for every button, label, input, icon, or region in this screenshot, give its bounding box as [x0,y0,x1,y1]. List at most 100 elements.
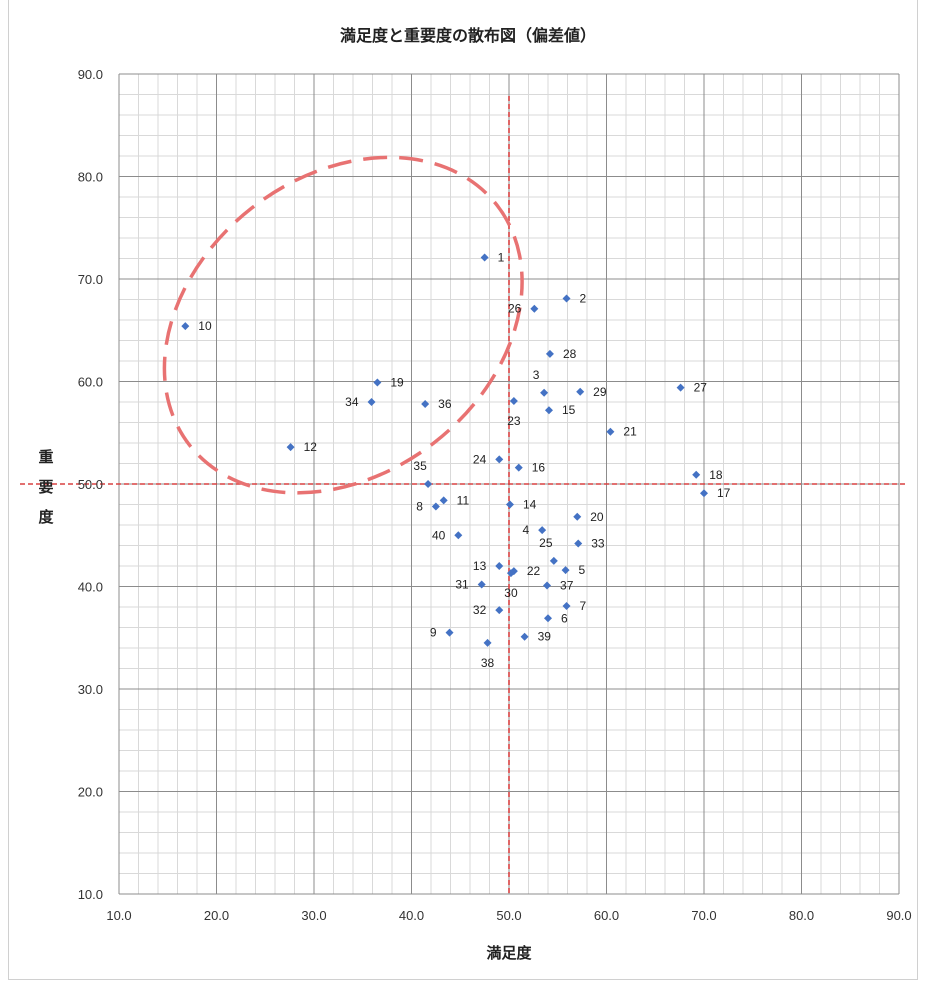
data-point-32 [495,606,504,615]
data-point-25 [549,556,558,565]
data-label-8: 8 [416,500,423,514]
y-axis-title-char: 要 [38,478,53,496]
data-point-34 [367,398,376,406]
data-label-7: 7 [580,599,587,613]
data-label-18: 18 [709,468,723,482]
data-point-12 [286,443,295,452]
data-label-3: 3 [533,368,540,382]
data-point-24 [495,455,504,464]
data-point-11 [439,496,448,505]
data-point-39 [520,632,529,641]
data-label-32: 32 [473,603,487,617]
major-gridlines [118,73,900,895]
data-label-12: 12 [304,440,318,454]
data-point-14 [505,500,514,509]
data-point-28 [545,349,554,358]
data-label-13: 13 [473,559,487,573]
x-tick-label: 80.0 [789,908,814,923]
data-label-16: 16 [532,461,546,475]
data-label-37: 37 [560,578,574,592]
data-label-4: 4 [522,523,529,537]
y-axis-title: 重要度 [38,448,54,526]
data-label-38: 38 [481,656,495,670]
chart-title: 満足度と重要度の散布図（偏差値） [340,26,596,45]
data-label-17: 17 [717,486,731,500]
y-tick-label: 70.0 [78,272,103,287]
y-tick-label: 40.0 [78,580,103,595]
data-point-33 [574,539,583,548]
data-label-23: 23 [507,414,521,428]
data-label-14: 14 [523,498,537,512]
data-point-9 [445,628,454,637]
data-point-36 [421,400,430,409]
data-label-26: 26 [508,302,522,316]
data-label-40: 40 [432,528,446,542]
x-axis-tick-labels: 10.0 20.0 30.0 40.0 50.0 60.0 70.0 80.0 90.0 [106,908,911,923]
data-label-15: 15 [562,403,576,417]
data-label-22: 22 [527,564,541,578]
data-label-11: 11 [457,493,470,507]
data-point-26 [530,304,539,313]
data-point-5 [561,566,570,575]
y-tick-label: 80.0 [78,170,103,185]
reference-lines [20,96,905,894]
y-tick-label: 30.0 [78,682,103,697]
data-point-10 [181,322,190,331]
chart-frame [8,0,918,980]
data-point-19 [373,378,382,387]
x-tick-label: 90.0 [886,908,911,923]
data-point-8 [431,502,440,511]
data-label-35: 35 [413,459,427,473]
data-point-38 [483,638,492,647]
data-point-27 [676,383,685,392]
x-tick-label: 30.0 [301,908,326,923]
data-label-27: 27 [694,381,708,395]
x-tick-label: 50.0 [496,908,521,923]
data-label-30: 30 [504,586,518,600]
data-label-34: 34 [345,395,359,409]
data-point-3 [540,388,549,397]
data-point-1 [480,253,489,262]
data-point-29 [576,387,585,396]
y-axis-tick-labels: 10.0 20.0 30.0 40.0 50.0 60.0 70.0 80.0 90.0 [78,67,103,902]
data-label-9: 9 [430,626,437,640]
data-point-18 [692,470,701,479]
data-point-15 [544,406,553,415]
data-label-21: 21 [623,425,637,439]
highlight-ellipse-layer [162,155,524,495]
data-label-39: 39 [538,630,552,644]
x-tick-label: 10.0 [106,908,131,923]
data-point-40 [454,531,463,540]
data-label-1: 1 [498,250,505,264]
y-tick-label: 10.0 [78,887,103,902]
highlight-ellipse [162,155,524,495]
x-tick-label: 40.0 [399,908,424,923]
data-label-36: 36 [438,397,452,411]
y-tick-label: 20.0 [78,785,103,800]
data-label-29: 29 [593,385,607,399]
data-label-20: 20 [590,510,604,524]
data-label-31: 31 [455,577,469,591]
y-axis-title-char: 度 [38,508,54,526]
data-point-6 [544,614,552,623]
data-point-7 [562,601,571,610]
data-point-20 [573,512,582,521]
data-label-10: 10 [198,319,212,333]
data-label-19: 19 [390,376,404,390]
data-label-5: 5 [579,563,586,577]
y-tick-label: 60.0 [78,375,103,390]
data-label-25: 25 [539,536,553,550]
data-point-37 [543,581,552,590]
data-point-23 [509,396,518,405]
y-axis-title-char: 重 [38,448,53,466]
x-axis-title: 満足度 [486,944,532,962]
y-tick-label: 50.0 [78,477,103,492]
x-tick-label: 60.0 [594,908,619,923]
data-label-6: 6 [561,611,568,625]
data-point-13 [495,562,504,570]
data-label-28: 28 [563,347,577,361]
data-point-31 [477,580,486,589]
data-label-2: 2 [580,291,587,305]
data-point-30 [506,569,515,578]
